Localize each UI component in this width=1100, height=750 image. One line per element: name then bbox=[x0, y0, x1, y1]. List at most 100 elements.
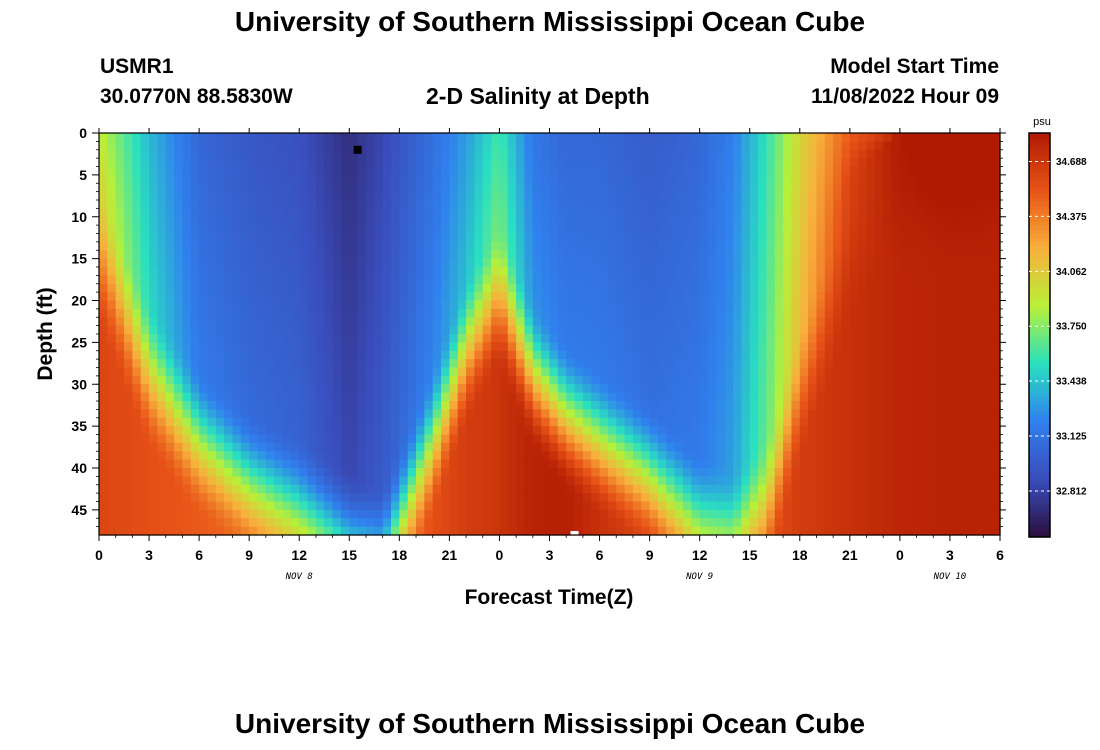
heatmap-cell bbox=[766, 200, 776, 209]
heatmap-cell bbox=[774, 526, 784, 536]
heatmap-cell bbox=[883, 250, 893, 260]
heatmap-cell bbox=[249, 267, 259, 276]
heatmap-cell bbox=[699, 133, 709, 142]
heatmap-cell bbox=[474, 518, 484, 528]
heatmap-cell bbox=[165, 250, 175, 260]
heatmap-cell bbox=[899, 409, 909, 419]
heatmap-cell bbox=[549, 200, 559, 209]
heatmap-cell bbox=[99, 158, 108, 168]
heatmap-cell bbox=[424, 434, 434, 444]
heatmap-cell bbox=[441, 334, 450, 343]
heatmap-cell bbox=[891, 468, 901, 477]
heatmap-cell bbox=[541, 191, 551, 201]
heatmap-cell bbox=[941, 434, 951, 444]
heatmap-cell bbox=[941, 459, 951, 469]
heatmap-cell bbox=[557, 501, 567, 511]
heatmap-cell bbox=[566, 191, 576, 201]
heatmap-cell bbox=[883, 267, 893, 276]
heatmap-cell bbox=[724, 526, 734, 536]
heatmap-cell bbox=[249, 149, 259, 159]
heatmap-cell bbox=[524, 367, 534, 377]
heatmap-cell bbox=[240, 484, 250, 494]
heatmap-cell bbox=[716, 476, 726, 486]
heatmap-cell bbox=[824, 359, 834, 369]
heatmap-cell bbox=[641, 484, 651, 494]
heatmap-cell bbox=[449, 258, 459, 268]
heatmap-cell bbox=[157, 501, 167, 511]
heatmap-cell bbox=[691, 317, 701, 327]
heatmap-cell bbox=[299, 493, 309, 503]
heatmap-cell bbox=[399, 308, 409, 318]
heatmap-cell bbox=[315, 401, 325, 410]
heatmap-cell bbox=[232, 174, 242, 184]
heatmap-cell bbox=[224, 476, 234, 486]
heatmap-cell bbox=[507, 283, 517, 293]
heatmap-cell bbox=[140, 434, 150, 444]
heatmap-cell bbox=[190, 359, 200, 369]
heatmap-cell bbox=[749, 359, 759, 369]
heatmap-cell bbox=[499, 417, 509, 427]
heatmap-cell bbox=[716, 283, 726, 293]
heatmap-cell bbox=[816, 359, 826, 369]
heatmap-cell bbox=[516, 459, 526, 469]
heatmap-cell bbox=[799, 308, 809, 318]
heatmap-cell bbox=[566, 459, 576, 469]
heatmap-cell bbox=[382, 442, 392, 452]
heatmap-cell bbox=[933, 442, 943, 452]
heatmap-cell bbox=[808, 392, 818, 402]
heatmap-cell bbox=[632, 526, 642, 536]
heatmap-cell bbox=[607, 334, 617, 343]
heatmap-cell bbox=[949, 417, 959, 427]
heatmap-cell bbox=[524, 183, 534, 193]
heatmap-cell bbox=[766, 476, 776, 486]
heatmap-cell bbox=[916, 233, 926, 243]
heatmap-cell bbox=[582, 501, 592, 511]
heatmap-cell bbox=[733, 409, 742, 419]
heatmap-cell bbox=[516, 241, 526, 251]
heatmap-cell bbox=[941, 200, 951, 209]
heatmap-cell bbox=[557, 384, 567, 394]
heatmap-cell bbox=[824, 283, 834, 293]
heatmap-cell bbox=[582, 409, 592, 419]
heatmap-cell bbox=[474, 275, 484, 285]
heatmap-cell bbox=[257, 208, 267, 218]
heatmap-cell bbox=[908, 174, 918, 184]
heatmap-cell bbox=[766, 493, 776, 503]
heatmap-cell bbox=[749, 417, 759, 427]
heatmap-cell bbox=[799, 350, 809, 360]
heatmap-cell bbox=[199, 283, 209, 293]
heatmap-cell bbox=[616, 334, 626, 343]
heatmap-cell bbox=[340, 166, 350, 176]
heatmap-cell bbox=[466, 384, 476, 394]
heatmap-cell bbox=[207, 216, 217, 226]
heatmap-cell bbox=[591, 208, 601, 218]
heatmap-cell bbox=[924, 158, 934, 168]
heatmap-cell bbox=[791, 141, 801, 151]
heatmap-cell bbox=[491, 484, 501, 494]
heatmap-cell bbox=[783, 434, 793, 444]
heatmap-cell bbox=[908, 133, 918, 142]
heatmap-cell bbox=[224, 317, 234, 327]
heatmap-cell bbox=[758, 267, 767, 276]
heatmap-cell bbox=[340, 258, 350, 268]
heatmap-cell bbox=[666, 342, 676, 352]
heatmap-cell bbox=[532, 401, 542, 410]
heatmap-cell bbox=[541, 325, 551, 335]
heatmap-cell bbox=[416, 426, 425, 436]
heatmap-cell bbox=[766, 300, 776, 310]
heatmap-cell bbox=[749, 350, 759, 360]
heatmap-cell bbox=[949, 183, 959, 193]
heatmap-cell bbox=[716, 183, 726, 193]
heatmap-cell bbox=[824, 166, 834, 176]
heatmap-cell bbox=[616, 375, 626, 385]
heatmap-cell bbox=[516, 149, 526, 159]
heatmap-cell bbox=[616, 342, 626, 352]
heatmap-cell bbox=[641, 258, 651, 268]
heatmap-cell bbox=[791, 350, 801, 360]
heatmap-cell bbox=[566, 308, 576, 318]
heatmap-cell bbox=[340, 275, 350, 285]
heatmap-cell bbox=[866, 133, 876, 142]
heatmap-cell bbox=[916, 241, 926, 251]
heatmap-cell bbox=[582, 493, 592, 503]
heatmap-cell bbox=[849, 292, 859, 302]
